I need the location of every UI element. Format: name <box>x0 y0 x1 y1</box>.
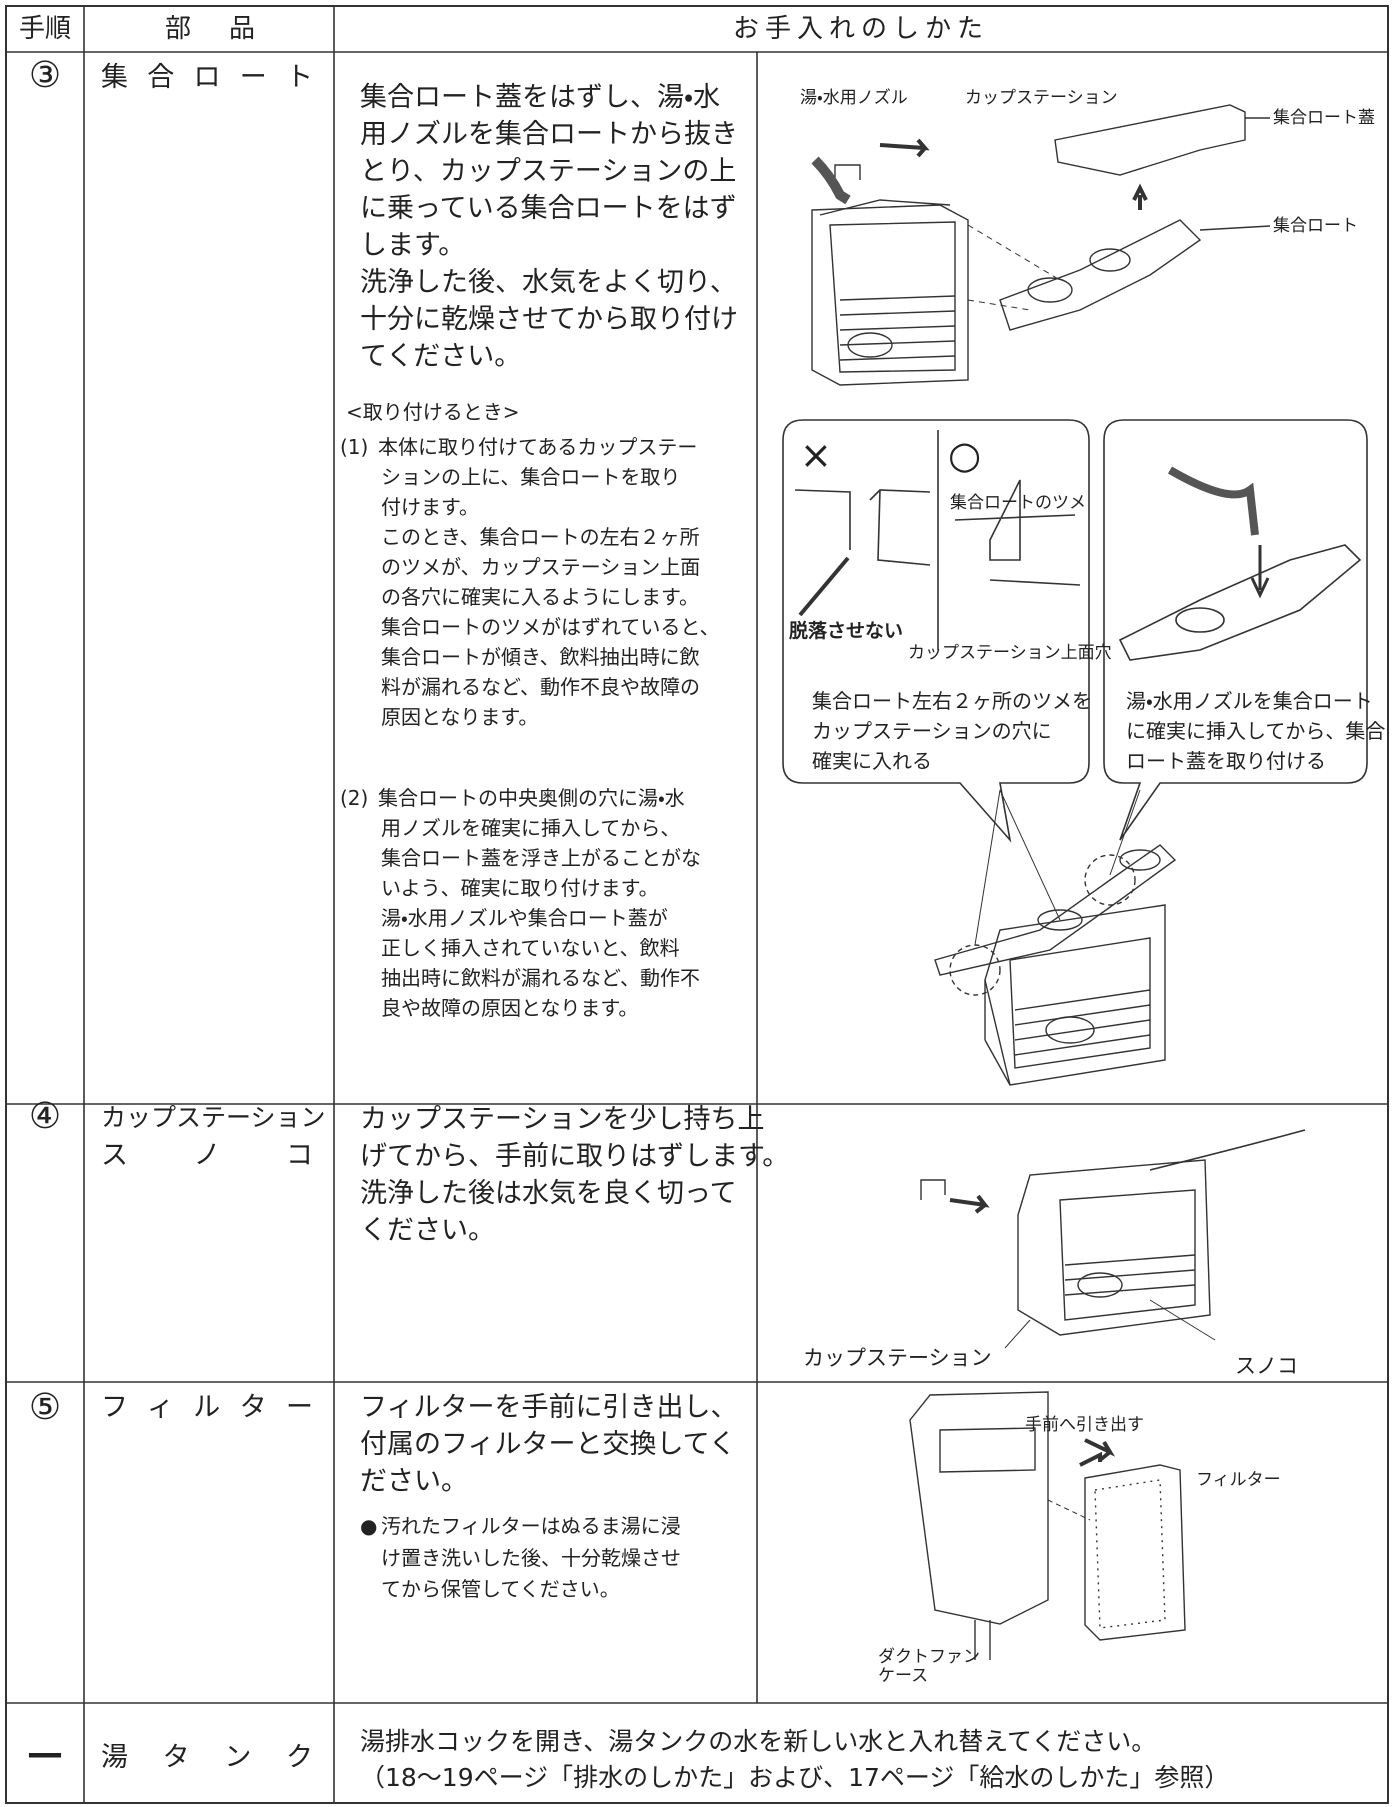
figure-label: カップステーション <box>803 1346 992 1370</box>
item-line: いよう、確実に取り付けます。 <box>381 876 659 900</box>
figure-label: 集合ロート蓋 <box>1273 108 1375 128</box>
header-care: お手入れのしかた <box>732 14 989 44</box>
text-line: 十分に乾燥させてから取り付け <box>360 304 738 335</box>
callout-caption: ロート蓋を取り付ける <box>1126 749 1326 773</box>
item-line: ションの上に、集合ロートを取り <box>381 465 681 489</box>
table-grid <box>5 5 1389 1804</box>
item-line: 正しく挿入されていないと、飲料 <box>381 936 680 960</box>
item-line: 集合ロートのツメがはずれていると、 <box>381 615 720 639</box>
part-name: 集合ロート <box>101 62 313 93</box>
subheading: <取り付けるとき> <box>346 400 520 424</box>
figure-label: フィルター <box>1196 1470 1281 1490</box>
item-line: のツメが、カップステーション上面 <box>381 555 701 579</box>
step-number: ⑤ <box>28 1387 62 1428</box>
figure-label: ダクトファン <box>878 1647 980 1667</box>
wrong-mark: × <box>800 433 832 477</box>
callout-caption: 集合ロート左右２ヶ所のツメを <box>812 689 1092 713</box>
text-line: します。 <box>360 230 466 261</box>
text-line: 集合ロート蓋をはずし、湯・水 <box>360 82 721 113</box>
figure-label: カップステーション <box>965 88 1118 108</box>
text-line: ださい。 <box>360 1466 468 1497</box>
item-line: 付けます。 <box>381 495 479 519</box>
text-line: （18〜19ページ「排水のしかた」および、17ページ「給水のしかた」参照） <box>360 1763 1230 1792</box>
item-marker: (2) <box>340 786 369 810</box>
text-line: に乗っている集合ロートをはず <box>360 193 737 224</box>
note-line: てから保管してください。 <box>381 1577 620 1601</box>
item-line: 集合ロートの中央奥側の穴に湯・水 <box>378 786 685 810</box>
text-line: 洗浄した後は水気を良く切って <box>360 1178 737 1209</box>
figure-label: 集合ロートのツメ <box>950 493 1086 513</box>
note-line: 汚れたフィルターはぬるま湯に浸 <box>381 1514 681 1538</box>
item-marker: (1) <box>340 435 369 459</box>
note-line: け置き洗いした後、十分乾燥させ <box>381 1546 681 1570</box>
item-line: の各穴に確実に入るようにします。 <box>381 585 699 609</box>
header-step: 手順 <box>18 14 71 44</box>
illustration-row5 <box>909 1391 1186 1660</box>
header-part: 部品 <box>165 14 255 44</box>
item-line: 本体に取り付けてあるカップステー <box>378 435 698 459</box>
figure-label: カップステーション上面穴 <box>908 643 1112 663</box>
part-name: フィルター <box>101 1392 313 1423</box>
illustration-row3-top <box>811 104 1271 386</box>
figure-label: スノコ <box>1235 1354 1298 1378</box>
callout-bubbles <box>782 419 1368 843</box>
figure-label: 集合ロート <box>1273 216 1358 236</box>
part-name: 湯タンク <box>101 1742 313 1773</box>
illustration-row4 <box>920 1129 1306 1349</box>
text-line: てください。 <box>360 341 522 372</box>
item-line: 原因となります。 <box>381 705 539 729</box>
text-line: げてから、手前に取りはずします。 <box>360 1141 790 1172</box>
item-line: 集合ロートが傾き、飲料抽出時に飲 <box>381 645 700 669</box>
item-line: 料が漏れるなど、動作不良や故障の <box>381 675 700 699</box>
item-line: このとき、集合ロートの左右２ヶ所 <box>381 525 700 549</box>
text-line: 付属のフィルターと交換してく <box>360 1429 736 1460</box>
figure-label: ケース <box>878 1666 929 1686</box>
text-line: 用ノズルを集合ロートから抜き <box>360 119 738 150</box>
text-line: フィルターを手前に引き出し、 <box>360 1392 738 1423</box>
callout-caption: に確実に挿入してから、集合 <box>1126 719 1386 743</box>
right-mark: ○ <box>948 433 982 477</box>
part-name: カップステーション <box>101 1103 326 1132</box>
figure-label: 手前へ引き出す <box>1025 1415 1144 1435</box>
item-line: 抽出時に飲料が漏れるなど、動作不 <box>381 966 700 990</box>
step-number: ④ <box>28 1096 62 1137</box>
note-marker: ● <box>360 1514 378 1538</box>
callout-caption: 確実に入れる <box>812 749 932 773</box>
warning-label: 脱落させない <box>789 620 904 642</box>
callout-caption: カップステーションの穴に <box>812 719 1052 743</box>
item-line: 集合ロート蓋を浮き上がることがな <box>381 846 701 870</box>
callout-caption: 湯・水用ノズルを集合ロート <box>1126 689 1373 713</box>
item-line: 良や故障の原因となります。 <box>381 996 639 1020</box>
part-name: スノコ <box>101 1140 313 1171</box>
step-number: — <box>27 1733 63 1774</box>
figure-label: 湯・水用ノズル <box>800 88 908 108</box>
item-line: 用ノズルを確実に挿入してから、 <box>381 816 681 840</box>
text-line: カップステーションを少し持ち上 <box>360 1104 765 1135</box>
text-line: ください。 <box>360 1215 495 1246</box>
step-number: ③ <box>28 55 62 96</box>
item-line: 湯・水用ノズルや集合ロート蓋が <box>381 906 668 930</box>
text-line: とり、カップステーションの上 <box>360 156 737 187</box>
text-line: 洗浄した後、水気をよく切り、 <box>360 267 737 298</box>
text-line: 湯排水コックを開き、湯タンクの水を新しい水と入れ替えてください。 <box>360 1727 1157 1756</box>
illustration-row3-bottom <box>934 789 1177 1086</box>
